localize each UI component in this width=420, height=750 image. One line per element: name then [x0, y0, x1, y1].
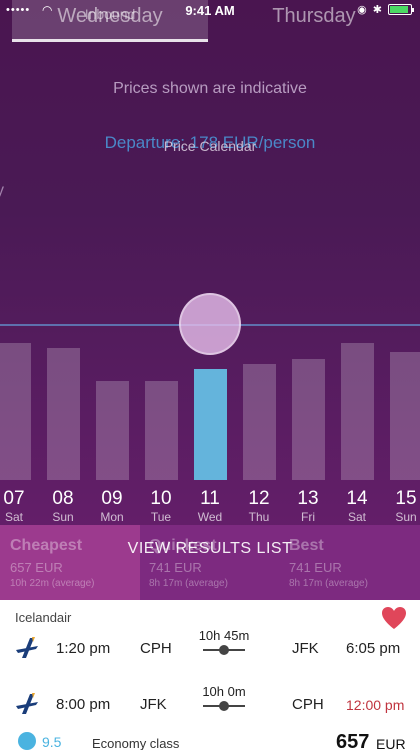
- stop-dot: [219, 645, 229, 655]
- price-bar[interactable]: [0, 343, 31, 480]
- weekday: Mon: [100, 510, 124, 524]
- cabin-class: Economy class: [92, 736, 180, 750]
- rating-score: 9.5: [42, 734, 62, 750]
- filter-cheapest[interactable]: Cheapest 657 EUR 10h 22m (average): [10, 537, 95, 589]
- stop-dot: [219, 701, 229, 711]
- filter-name: Cheapest: [10, 537, 83, 554]
- calendar-title: Price Calendar: [163, 138, 257, 154]
- date-label[interactable]: 09 Mon: [87, 488, 137, 524]
- weekday: Wed: [197, 510, 223, 524]
- weekday: Sat: [347, 510, 366, 524]
- icelandair-logo-icon: [16, 693, 38, 714]
- selection-knob[interactable]: [179, 293, 241, 355]
- price-bar[interactable]: [95, 381, 129, 480]
- date-label[interactable]: 12 Thu: [234, 488, 284, 524]
- clock: 9:41 AM: [185, 3, 235, 18]
- price-currency: EUR: [376, 736, 406, 750]
- date-number: 07: [3, 488, 25, 509]
- weekday: Sat: [4, 510, 23, 524]
- date-label[interactable]: 10 Tue: [136, 488, 186, 524]
- destination-airport: JFK: [292, 640, 319, 657]
- price-bar[interactable]: [242, 364, 276, 480]
- departure-time: 1:20 pm: [56, 640, 111, 657]
- price-bar[interactable]: [340, 343, 374, 480]
- filter-duration: 8h 17m (average): [149, 578, 228, 589]
- weekday: Tue: [150, 510, 172, 524]
- icelandair-logo-icon: [16, 637, 38, 658]
- date-number: 10: [150, 488, 172, 509]
- rating-smiley-icon: [18, 732, 36, 750]
- filter-name: Quickest: [149, 537, 217, 554]
- tab-day-label: Thursday: [272, 5, 356, 27]
- chart-y-label: y: [0, 182, 4, 199]
- flight-result-card[interactable]: Icelandair 1:20 pm CPH 10h 45m JFK 6:05 …: [0, 600, 420, 750]
- filter-duration: 8h 17m (average): [289, 578, 368, 589]
- date-label[interactable]: 07 Sat: [0, 488, 39, 524]
- total-price: 657: [336, 731, 370, 750]
- destination-airport: CPH: [292, 696, 324, 713]
- filter-price: 741 EUR: [149, 560, 202, 575]
- filter-best[interactable]: Best 741 EUR 8h 17m (average): [289, 537, 368, 589]
- price-bar[interactable]: [46, 348, 80, 480]
- result-footer: 9.5 Economy class 657 EUR: [0, 730, 420, 750]
- weekday: Fri: [301, 510, 315, 524]
- price-bar[interactable]: [389, 352, 420, 480]
- date-label[interactable]: 11 Wed: [185, 488, 235, 524]
- price-bar-selected[interactable]: [193, 369, 227, 480]
- departure-time: 8:00 pm: [56, 696, 111, 713]
- wifi-icon: ◠: [42, 3, 53, 17]
- arrival-time-next-day: 12:00 pm: [346, 697, 405, 713]
- bluetooth-icon: ✱: [372, 4, 382, 16]
- filter-bar: Cheapest 657 EUR 10h 22m (average) Quick…: [0, 525, 420, 600]
- flight-duration: 10h 0m: [202, 684, 246, 699]
- orientation-lock-icon: ◉: [357, 4, 367, 16]
- favorite-heart-icon[interactable]: [380, 604, 408, 632]
- filter-price: 741 EUR: [289, 560, 342, 575]
- date-number: 14: [346, 488, 368, 509]
- date-number: 12: [248, 488, 270, 509]
- origin-airport: CPH: [140, 640, 172, 657]
- tab-outbound-date[interactable]: Thursday: [244, 0, 384, 40]
- flight-leg-return: 8:00 pm JFK 10h 0m CPH 12:00 pm: [0, 684, 420, 724]
- indicative-note: Prices shown are indicative: [113, 80, 307, 97]
- filter-duration: 10h 22m (average): [10, 578, 95, 589]
- filter-cheapest-highlight: [0, 525, 140, 600]
- date-label[interactable]: 14 Sat: [332, 488, 382, 524]
- weekday: Sun: [395, 510, 417, 524]
- filter-quickest[interactable]: Quickest 741 EUR 8h 17m (average): [149, 537, 228, 589]
- origin-airport: JFK: [140, 696, 167, 713]
- tab-inbound-date[interactable]: Inbound Wednesday: [12, 0, 208, 42]
- tab-overlay-label: Inbound: [84, 6, 136, 22]
- flight-duration: 10h 45m: [198, 628, 250, 643]
- date-number: 13: [297, 488, 319, 509]
- date-number: 15: [395, 488, 417, 509]
- signal-icon: •••••: [6, 4, 31, 16]
- price-calendar-chart: 07 Sat 08 Sun 09 Mon 10 Tue 11 Wed 12 Thu 13 Fri 14 Sat…: [0, 293, 420, 525]
- status-bar: ••••• ◠ 9:41 AM ◉ ✱: [0, 0, 420, 22]
- status-icons: ◉ ✱: [357, 3, 414, 16]
- tab-day-label: Wednesday: [57, 5, 163, 27]
- battery-icon: [388, 4, 414, 15]
- price-bar[interactable]: [144, 381, 178, 480]
- date-label[interactable]: 15 Sun: [381, 488, 420, 524]
- departure-price: Departure: 178 EUR/person: [104, 133, 316, 152]
- date-label[interactable]: 13 Fri: [283, 488, 333, 524]
- filter-price: 657 EUR: [10, 560, 63, 575]
- price-bar[interactable]: [291, 359, 325, 480]
- date-number: 08: [52, 488, 74, 509]
- view-results-button[interactable]: VIEW RESULTS LIST: [127, 540, 293, 557]
- filter-name: Best: [289, 537, 324, 554]
- weekday: Sun: [52, 510, 74, 524]
- date-number: 11: [200, 488, 220, 509]
- airline-name: Icelandair: [15, 610, 72, 625]
- flight-leg-outbound: 1:20 pm CPH 10h 45m JFK 6:05 pm: [0, 628, 420, 668]
- date-number: 09: [101, 488, 123, 509]
- arrival-time: 6:05 pm: [346, 640, 401, 657]
- date-label[interactable]: 08 Sun: [38, 488, 88, 524]
- weekday: Thu: [248, 510, 270, 524]
